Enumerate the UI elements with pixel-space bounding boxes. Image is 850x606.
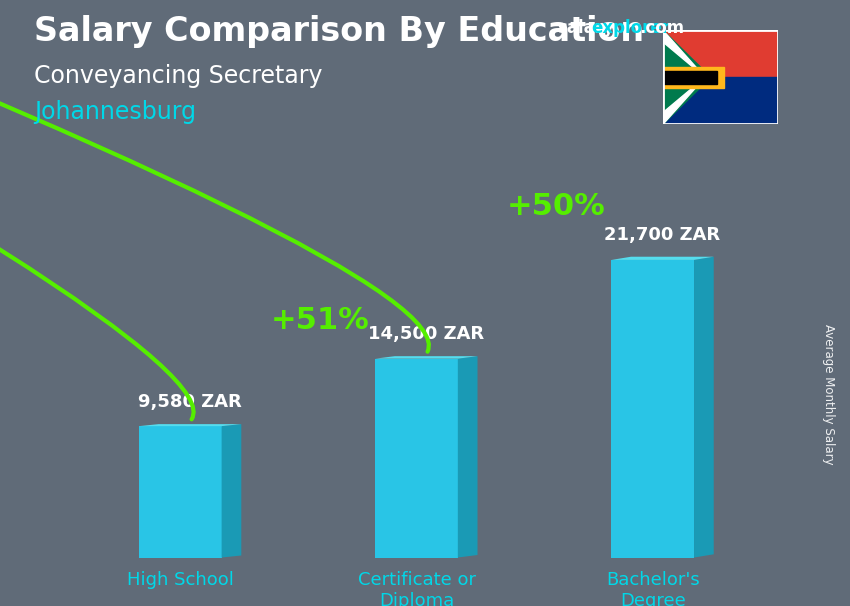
Text: .com: .com (639, 19, 684, 38)
Polygon shape (611, 257, 714, 260)
Bar (611, 260, 694, 558)
Polygon shape (663, 67, 724, 88)
Text: Johannesburg: Johannesburg (34, 100, 196, 124)
Text: 21,700 ZAR: 21,700 ZAR (604, 227, 721, 244)
Text: +51%: +51% (270, 307, 370, 336)
Polygon shape (663, 77, 706, 124)
Text: Average Monthly Salary: Average Monthly Salary (822, 324, 836, 464)
Polygon shape (222, 424, 241, 558)
Polygon shape (663, 71, 717, 84)
Text: 14,500 ZAR: 14,500 ZAR (368, 325, 484, 343)
Bar (663, 30, 778, 77)
Polygon shape (694, 257, 714, 558)
Bar (375, 359, 458, 558)
Text: 9,580 ZAR: 9,580 ZAR (139, 393, 242, 411)
Text: Salary Comparison By Education: Salary Comparison By Education (34, 15, 644, 48)
Text: Conveyancing Secretary: Conveyancing Secretary (34, 64, 322, 88)
Polygon shape (663, 30, 706, 77)
Bar (663, 77, 778, 124)
Text: salary: salary (557, 19, 614, 38)
Polygon shape (663, 30, 711, 124)
Text: explorer: explorer (591, 19, 670, 38)
Bar (139, 426, 222, 558)
Polygon shape (375, 356, 478, 359)
Polygon shape (139, 424, 241, 426)
Text: +50%: +50% (507, 191, 606, 221)
Polygon shape (458, 356, 478, 558)
